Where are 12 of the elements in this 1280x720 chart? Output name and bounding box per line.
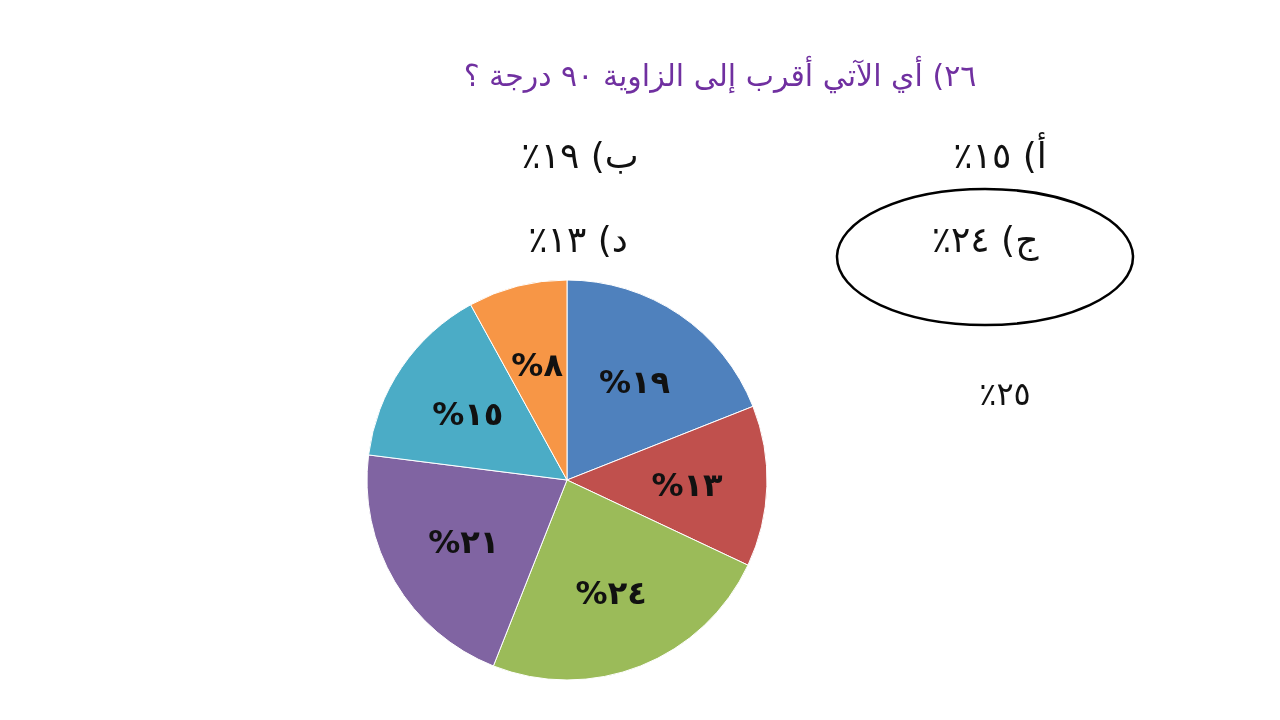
text: د) ١٣٪: [528, 219, 628, 260]
data-label: %٢١: [428, 523, 500, 562]
data-label: %١٥: [432, 394, 504, 433]
text: ٢٥٪: [979, 375, 1031, 413]
data-label: %١٣: [651, 465, 723, 504]
text: ب) ١٩٪: [521, 135, 639, 176]
text: ج) ٢٤٪: [931, 219, 1040, 261]
text: أ) ١٥٪: [953, 132, 1047, 176]
chart-title: ٢٦) أي الآتي أقرب إلى الزاوية ٩٠ درجة ؟: [463, 55, 977, 94]
data-label: %١٩: [598, 362, 671, 401]
data-label: %٨: [511, 345, 564, 384]
data-label: %٢٤: [575, 573, 647, 612]
